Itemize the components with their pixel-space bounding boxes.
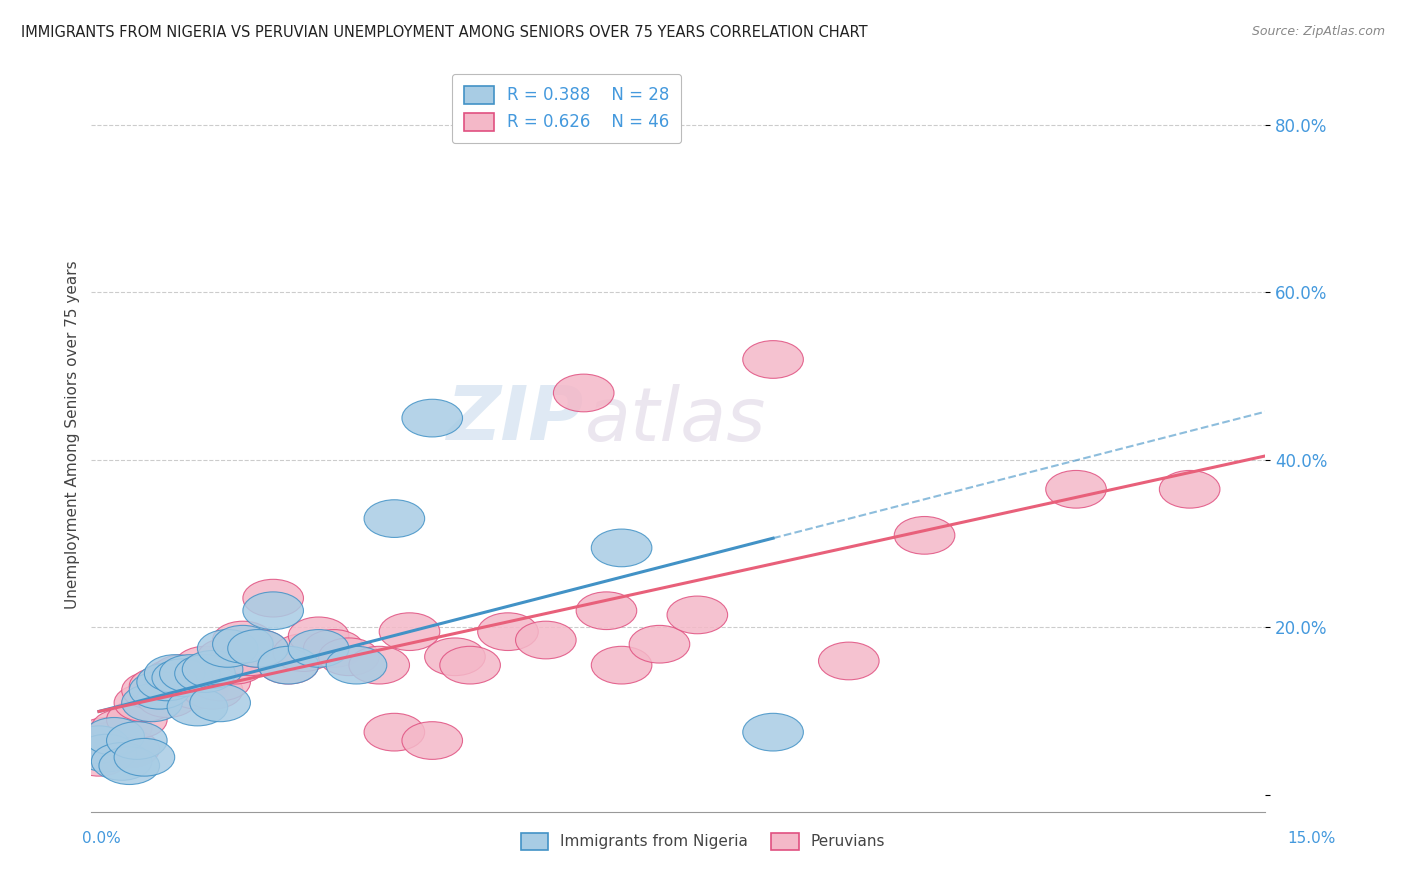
Ellipse shape	[243, 592, 304, 630]
Ellipse shape	[129, 667, 190, 705]
Ellipse shape	[402, 722, 463, 759]
Text: Source: ZipAtlas.com: Source: ZipAtlas.com	[1251, 25, 1385, 38]
Ellipse shape	[742, 714, 803, 751]
Ellipse shape	[197, 638, 259, 675]
Y-axis label: Unemployment Among Seniors over 75 years: Unemployment Among Seniors over 75 years	[65, 260, 80, 609]
Ellipse shape	[259, 647, 319, 684]
Ellipse shape	[107, 701, 167, 739]
Ellipse shape	[576, 592, 637, 630]
Ellipse shape	[478, 613, 538, 650]
Ellipse shape	[69, 739, 129, 776]
Ellipse shape	[174, 647, 235, 684]
Ellipse shape	[212, 625, 273, 663]
Ellipse shape	[145, 655, 205, 692]
Ellipse shape	[228, 630, 288, 667]
Text: atlas: atlas	[585, 384, 766, 456]
Ellipse shape	[183, 672, 243, 709]
Ellipse shape	[98, 747, 159, 784]
Ellipse shape	[107, 722, 167, 759]
Ellipse shape	[742, 341, 803, 378]
Ellipse shape	[114, 739, 174, 776]
Ellipse shape	[1160, 470, 1220, 508]
Ellipse shape	[122, 684, 183, 722]
Ellipse shape	[666, 596, 728, 633]
Ellipse shape	[159, 655, 221, 692]
Ellipse shape	[84, 722, 145, 759]
Ellipse shape	[76, 717, 136, 756]
Ellipse shape	[167, 672, 228, 709]
Ellipse shape	[304, 630, 364, 667]
Legend: Immigrants from Nigeria, Peruvians: Immigrants from Nigeria, Peruvians	[515, 827, 891, 855]
Ellipse shape	[122, 672, 183, 709]
Text: 0.0%: 0.0%	[82, 831, 121, 846]
Ellipse shape	[159, 663, 221, 701]
Ellipse shape	[364, 714, 425, 751]
Ellipse shape	[205, 647, 266, 684]
Ellipse shape	[380, 613, 440, 650]
Ellipse shape	[174, 655, 235, 692]
Ellipse shape	[1046, 470, 1107, 508]
Ellipse shape	[145, 659, 205, 697]
Text: IMMIGRANTS FROM NIGERIA VS PERUVIAN UNEMPLOYMENT AMONG SENIORS OVER 75 YEARS COR: IMMIGRANTS FROM NIGERIA VS PERUVIAN UNEM…	[21, 25, 868, 40]
Ellipse shape	[167, 689, 228, 726]
Ellipse shape	[288, 617, 349, 655]
Legend: R = 0.388    N = 28, R = 0.626    N = 46: R = 0.388 N = 28, R = 0.626 N = 46	[451, 74, 681, 143]
Ellipse shape	[91, 709, 152, 747]
Ellipse shape	[228, 630, 288, 667]
Ellipse shape	[516, 621, 576, 659]
Ellipse shape	[319, 638, 380, 675]
Ellipse shape	[818, 642, 879, 680]
Ellipse shape	[114, 684, 174, 722]
Ellipse shape	[259, 647, 319, 684]
Ellipse shape	[425, 638, 485, 675]
Ellipse shape	[440, 647, 501, 684]
Ellipse shape	[190, 663, 250, 701]
Text: 15.0%: 15.0%	[1288, 831, 1336, 846]
Ellipse shape	[98, 730, 159, 768]
Ellipse shape	[91, 743, 152, 780]
Ellipse shape	[554, 374, 614, 412]
Ellipse shape	[212, 621, 273, 659]
Ellipse shape	[592, 647, 652, 684]
Ellipse shape	[190, 684, 250, 722]
Ellipse shape	[894, 516, 955, 554]
Ellipse shape	[136, 680, 197, 717]
Ellipse shape	[628, 625, 690, 663]
Ellipse shape	[402, 400, 463, 437]
Ellipse shape	[76, 734, 136, 772]
Ellipse shape	[349, 647, 409, 684]
Ellipse shape	[288, 630, 349, 667]
Text: ZIP: ZIP	[447, 384, 585, 457]
Ellipse shape	[129, 672, 190, 709]
Ellipse shape	[69, 726, 129, 764]
Ellipse shape	[273, 633, 333, 672]
Ellipse shape	[183, 650, 243, 689]
Ellipse shape	[364, 500, 425, 538]
Ellipse shape	[152, 655, 212, 692]
Ellipse shape	[84, 717, 145, 756]
Ellipse shape	[326, 647, 387, 684]
Ellipse shape	[136, 663, 197, 701]
Ellipse shape	[152, 659, 212, 697]
Ellipse shape	[221, 638, 281, 675]
Ellipse shape	[243, 579, 304, 617]
Ellipse shape	[592, 529, 652, 566]
Ellipse shape	[197, 630, 259, 667]
